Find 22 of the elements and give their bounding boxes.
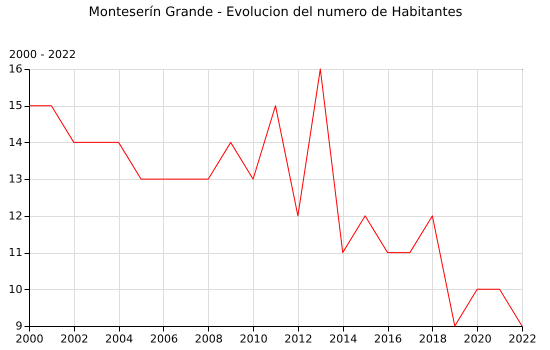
- x-tick-label: 2022: [508, 332, 536, 346]
- x-tick-label: 2010: [240, 332, 268, 346]
- y-tick-label: 13: [8, 172, 22, 186]
- x-tick-label: 2004: [105, 332, 134, 346]
- x-tick-label: 2014: [329, 332, 358, 346]
- y-tick-label: 14: [8, 136, 22, 149]
- x-tick-label: 2000: [16, 332, 44, 346]
- x-tick-label: 2006: [150, 332, 178, 346]
- x-tick-label: 2016: [374, 332, 402, 346]
- x-tick-label: 2020: [464, 332, 492, 346]
- y-tick-label: 16: [8, 62, 22, 76]
- y-tick-label: 11: [8, 246, 22, 260]
- x-tick-label: 2012: [284, 332, 312, 346]
- y-tick-label: 15: [8, 99, 22, 112]
- y-tick-label: 10: [8, 282, 22, 296]
- chart-title: Monteserín Grande - Evolucion del numero de Habitantes: [88, 5, 463, 20]
- x-tick-label: 2008: [194, 332, 223, 346]
- text: 2000 - 2022: [9, 48, 76, 61]
- y-tick-label: 12: [8, 209, 22, 222]
- x-tick-label: 2018: [418, 332, 447, 346]
- x-tick-label: 2002: [60, 332, 88, 346]
- y-tick-label: 9: [16, 320, 22, 332]
